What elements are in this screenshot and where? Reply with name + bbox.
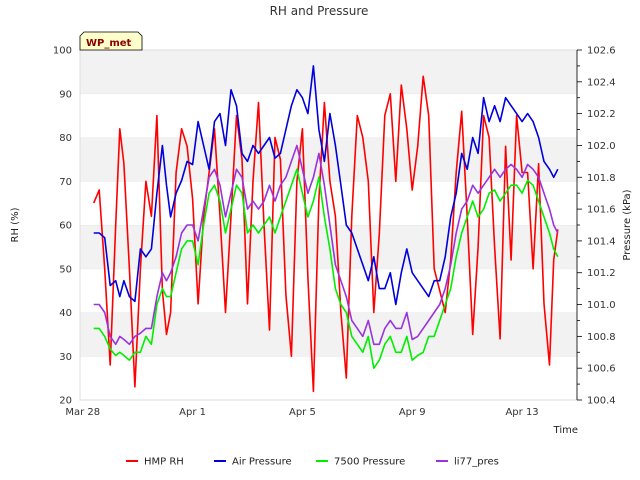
chart-title: RH and Pressure: [270, 4, 369, 18]
right-axis-ticks: 100.4 100.6 100.8 101.0 101.2 101.4 101.6 101.8…: [576, 46, 616, 407]
badge-box: [79, 31, 143, 51]
grid-band: [80, 50, 577, 94]
legend: HMP RH Air Pressure 7500 Pressure li77_pres: [126, 457, 499, 468]
y2-tick-label: 100.6: [587, 364, 616, 375]
series-line-7500-pressure: [93, 168, 559, 370]
y2-tick-label: 102.6: [587, 46, 616, 57]
y2-tick-label: 102.2: [587, 109, 616, 120]
y-tick-label: 40: [59, 308, 72, 319]
grid-band: [80, 312, 577, 357]
legend-label: Air Pressure: [232, 457, 292, 468]
left-axis-ticks: 20 30 40 50 60 70 80 90 100: [53, 46, 72, 407]
legend-label: 7500 Pressure: [334, 457, 405, 468]
x-tick-label: Apr 13: [505, 407, 538, 418]
legend-label: HMP RH: [144, 457, 184, 468]
x-axis-label: Time: [553, 425, 578, 436]
y-axis-label: RH (%): [10, 207, 21, 242]
y-tick-label: 80: [59, 133, 72, 144]
x-tick-label: Mar 28: [65, 407, 100, 418]
x-tick-label: Apr 5: [289, 407, 316, 418]
y-tick-label: 60: [59, 221, 72, 232]
y2-tick-label: 101.4: [587, 236, 616, 247]
y2-tick-label: 101.6: [587, 205, 616, 216]
x-tick-label: Apr 1: [179, 407, 206, 418]
y2-tick-label: 102.4: [587, 77, 616, 88]
badge-label: WP_met: [86, 38, 132, 49]
y-tick-label: 50: [59, 264, 72, 275]
grid-bands: [80, 49, 577, 400]
y2-tick-label: 102.0: [587, 141, 616, 152]
site-badge: WP_met: [79, 31, 143, 51]
y2-tick-label: 101.8: [587, 173, 616, 184]
legend-label: li77_pres: [454, 457, 499, 468]
y-tick-label: 20: [59, 396, 72, 407]
y2-tick-label: 100.4: [587, 396, 616, 407]
series-lines: [92, 65, 559, 393]
series-line-hmp-rh: [92, 75, 559, 393]
y2-tick-label: 101.0: [587, 300, 616, 311]
series-line-air-pressure: [93, 65, 559, 306]
y2-axis-label: Pressure (kPa): [622, 189, 633, 260]
y-tick-label: 100: [53, 46, 72, 57]
x-axis-ticks: Mar 28 Apr 1 Apr 5 Apr 9 Apr 13: [65, 407, 538, 418]
series-line-li77-pres: [93, 144, 559, 346]
y2-tick-label: 101.2: [587, 268, 616, 279]
y-tick-label: 30: [59, 352, 72, 363]
y2-tick-label: 100.8: [587, 332, 616, 343]
x-tick-label: Apr 9: [399, 407, 426, 418]
y-tick-label: 90: [59, 89, 72, 100]
grid-band: [80, 356, 577, 400]
y-tick-label: 70: [59, 177, 72, 188]
